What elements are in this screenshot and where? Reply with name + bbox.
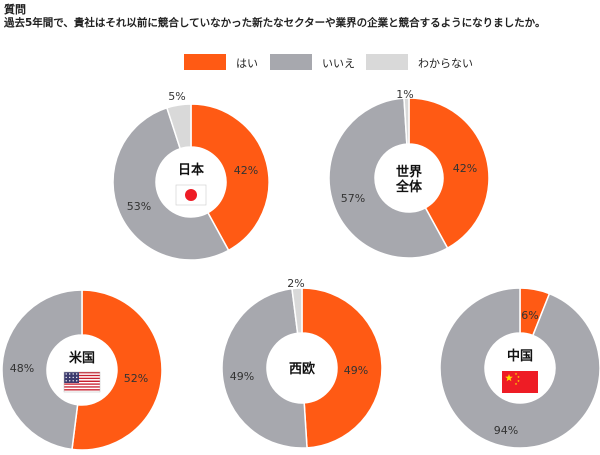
usa-flag-stripe	[64, 386, 100, 388]
legend-label-no: いいえ	[322, 57, 355, 70]
legend-swatch-no	[270, 54, 312, 70]
usa-flag-star	[76, 376, 78, 379]
china-flag-star	[505, 374, 513, 382]
usa-flag-stripe	[64, 380, 100, 382]
slice-label-unknown: 5%	[168, 90, 185, 103]
slice-label-unknown: 2%	[287, 277, 304, 290]
usa-flag-stripe	[64, 373, 100, 375]
usa-flag-star	[72, 380, 74, 382]
legend-label-yes: はい	[236, 57, 258, 70]
chart-center-title: 中国	[507, 348, 533, 364]
donut-chart-3: 49% 49% 2% 西欧	[221, 277, 383, 449]
question-label: 質問	[4, 3, 26, 16]
slice-unknown	[403, 97, 410, 145]
slice-unknown	[291, 287, 303, 335]
usa-flag-stripe	[64, 377, 100, 380]
slice-label-no: 49%	[230, 370, 254, 383]
usa-flag-border	[63, 371, 101, 393]
usa-flag-star	[72, 376, 74, 379]
japan-flag-sun	[185, 189, 197, 201]
usa-flag-stripe	[64, 376, 100, 378]
legend: はい いいえ わからない	[0, 52, 600, 72]
slice-no	[1, 289, 83, 451]
usa-flag-stripe	[64, 389, 100, 391]
slice-label-yes: 52%	[124, 372, 148, 385]
china-flag-field	[502, 371, 538, 393]
usa-flag-stripe	[64, 379, 100, 381]
slice-label-yes: 49%	[344, 364, 368, 377]
legend-swatch-unknown	[366, 54, 408, 70]
slice-yes	[190, 103, 270, 252]
usa-flag-stripe	[64, 372, 100, 374]
question-text: 過去5年間で、貴社はそれ以前に競合していなかった新たなセクターや業界の企業と競合…	[4, 17, 546, 29]
slice-label-unknown: 1%	[396, 88, 413, 101]
chart-center-title: 全体	[395, 179, 423, 195]
china-flag-star	[517, 375, 520, 379]
usa-flag-stripe	[64, 387, 100, 390]
slice-label-no: 53%	[127, 200, 151, 213]
legend-label-unknown: わからない	[418, 57, 473, 70]
usa-flag-stripe	[64, 383, 100, 385]
usa-flag-star	[69, 373, 71, 375]
usa-flag-stripe	[64, 390, 100, 392]
usa-flag-stripe	[64, 382, 100, 384]
chart-center-title: 世界	[396, 164, 422, 180]
slice-no	[328, 97, 449, 259]
slice-unknown	[165, 103, 192, 150]
slice-yes	[71, 289, 163, 451]
usa-flag-star	[69, 376, 71, 379]
usa-flag-star	[76, 380, 78, 382]
slice-yes	[408, 97, 490, 250]
donut-chart-0: 42% 53% 5% 日本	[112, 90, 270, 261]
donut-chart-2: 52% 48% 米国	[1, 289, 163, 451]
legend-swatch-yes	[184, 54, 226, 70]
china-flag-star	[514, 372, 518, 376]
slice-label-no: 94%	[494, 424, 518, 437]
slice-no	[221, 287, 308, 449]
usa-flag-stripe	[64, 384, 100, 387]
usa-flag-star	[72, 373, 74, 375]
chart-center-title: 西欧	[289, 361, 315, 377]
slice-yes	[301, 287, 383, 449]
china-flag-star	[517, 379, 520, 383]
slice-label-yes: 6%	[521, 309, 538, 322]
china-flag-star	[514, 382, 518, 386]
usa-flag-star	[69, 380, 71, 382]
slice-label-no: 57%	[341, 192, 365, 205]
usa-flag-star	[65, 373, 67, 375]
usa-flag-star	[65, 380, 67, 382]
usa-flag-stripe	[64, 374, 100, 377]
usa-flag-star	[65, 376, 67, 379]
slice-no	[439, 287, 600, 449]
slice-no	[112, 106, 230, 261]
slice-label-no: 48%	[10, 362, 34, 375]
donut-chart-4: 6% 94% 中国	[439, 287, 600, 449]
usa-flag-star	[76, 373, 78, 375]
usa-flag-canton	[64, 372, 79, 383]
slice-label-yes: 42%	[234, 164, 258, 177]
slice-label-yes: 42%	[453, 162, 477, 175]
chart-center-title: 米国	[69, 350, 95, 366]
chart-center-title: 日本	[178, 162, 204, 178]
